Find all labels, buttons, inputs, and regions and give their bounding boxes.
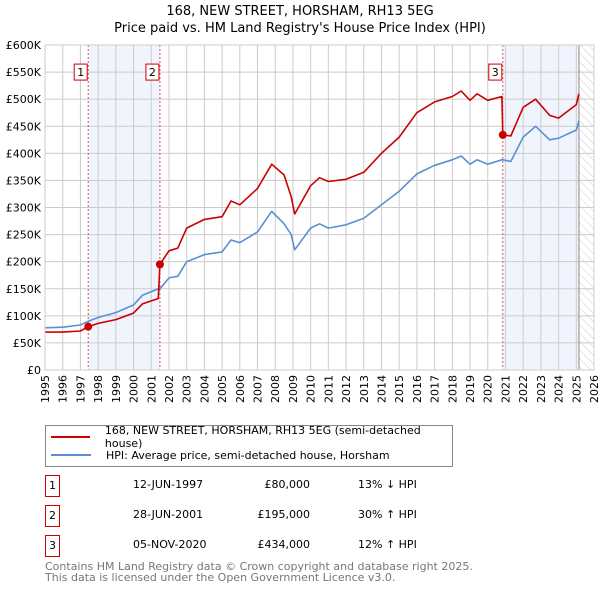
legend-item-property: 168, NEW STREET, HORSHAM, RH13 5EG (semi…: [46, 424, 452, 450]
sale-point: [498, 130, 507, 139]
legend: 168, NEW STREET, HORSHAM, RH13 5EG (semi…: [45, 424, 453, 467]
sale-point: [155, 260, 164, 269]
y-tick-label: £100K: [6, 310, 42, 323]
sale-label-box: [73, 63, 88, 81]
x-tick-label: 2007: [252, 375, 265, 403]
x-tick-label: 2006: [234, 375, 247, 403]
x-tick-label: 2012: [340, 375, 353, 403]
legend-label: 168, NEW STREET, HORSHAM, RH13 5EG (semi…: [104, 424, 421, 450]
x-tick-label: 2020: [482, 375, 495, 403]
transaction-date: 12-JUN-1997: [133, 478, 204, 491]
transaction-price: £434,000: [257, 538, 311, 551]
x-tick-label: 2017: [429, 375, 442, 403]
x-tick-label: 2008: [269, 375, 282, 403]
x-tick-label: 2016: [411, 375, 424, 403]
x-tick-label: 2015: [393, 375, 406, 403]
sale-label: 2: [149, 66, 156, 79]
x-tick-label: 2021: [499, 375, 512, 403]
x-tick-label: 2024: [553, 375, 566, 403]
transaction-date: 05-NOV-2020: [133, 538, 207, 551]
sale-label-box: [488, 63, 503, 81]
y-tick-label: £450K: [6, 120, 42, 133]
price-paid-line: [45, 90, 580, 333]
x-tick-label: 1999: [110, 375, 123, 403]
transaction-number: 3: [45, 535, 60, 557]
y-tick-label: £0: [27, 364, 41, 377]
hpi-line: [44, 120, 580, 329]
footer: Contains HM Land Registry data © Crown c…: [45, 561, 473, 583]
transaction-number: 2: [45, 505, 60, 527]
y-tick-label: £350K: [6, 174, 42, 187]
legend-red-line: [51, 436, 90, 438]
y-tick-label: £600K: [6, 39, 42, 52]
legend-label: HPI: Average price, semi-detached house,…: [106, 448, 390, 462]
transaction-number: 1: [45, 475, 60, 497]
chart-title: 168, NEW STREET, HORSHAM, RH13 5EG: [166, 4, 434, 19]
transaction-hpi: 13% ↓ HPI: [358, 478, 417, 491]
transaction-row: 3 05-NOV-2020 £434,000 12% ↑ HPI: [45, 535, 545, 557]
transaction-hpi: 30% ↑ HPI: [358, 508, 417, 521]
x-tick-label: 2003: [181, 375, 194, 403]
chart-subtitle: Price paid vs. HM Land Registry's House …: [114, 21, 486, 36]
y-tick-label: £50K: [13, 337, 42, 350]
y-tick-label: £400K: [6, 147, 42, 160]
x-tick-label: 2001: [145, 375, 158, 403]
transaction-hpi: 12% ↑ HPI: [358, 538, 417, 551]
transaction-date: 28-JUN-2001: [133, 508, 204, 521]
legend-blue-line: [51, 454, 91, 456]
x-tick-label: 2025: [570, 375, 583, 403]
sale-point: [84, 322, 93, 331]
transaction-row: 2 28-JUN-2001 £195,000 30% ↑ HPI: [45, 505, 545, 527]
x-tick-label: 2014: [375, 375, 388, 403]
x-tick-label: 2023: [535, 375, 548, 403]
x-tick-label: 2013: [358, 375, 371, 403]
x-tick-label: 1997: [74, 375, 87, 403]
y-tick-label: £150K: [6, 283, 42, 296]
x-tick-label: 2018: [446, 375, 459, 403]
y-tick-label: £550K: [6, 66, 42, 79]
footer-licence: This data is licensed under the Open Gov…: [45, 571, 396, 584]
x-tick-label: 2026: [588, 375, 600, 403]
transaction-price: £195,000: [257, 508, 311, 521]
x-tick-label: 2019: [464, 375, 477, 403]
x-tick-label: 2010: [305, 375, 318, 403]
x-tick-label: 2005: [216, 375, 229, 403]
x-tick-label: 2011: [322, 375, 335, 403]
x-tick-label: 1998: [92, 375, 105, 403]
x-tick-label: 2002: [163, 375, 176, 403]
price-chart: 1 2 3 1995 1996 1997 1998 1999 2000 2001 2002 2003 2…: [6, 39, 600, 403]
transaction-price: £80,000: [264, 478, 311, 491]
y-tick-label: £250K: [6, 229, 42, 242]
footer-copyright: Contains HM Land Registry data © Crown c…: [45, 560, 473, 573]
transaction-row: 1 12-JUN-1997 £80,000 13% ↓ HPI: [45, 475, 545, 497]
sale-label-box: [145, 63, 160, 81]
plot-border: [44, 44, 595, 371]
x-tick-label: 2000: [128, 375, 141, 403]
x-tick-label: 2022: [517, 375, 530, 403]
y-tick-label: £300K: [6, 202, 42, 215]
sale-label: 3: [492, 66, 499, 79]
y-tick-label: £500K: [6, 93, 42, 106]
x-tick-label: 2009: [287, 375, 300, 403]
x-tick-label: 1996: [57, 375, 70, 403]
x-tick-label: 2004: [198, 375, 211, 403]
y-tick-label: £200K: [6, 256, 42, 269]
legend-item-hpi: HPI: Average price, semi-detached house,…: [46, 446, 390, 464]
sale-label: 1: [77, 66, 84, 79]
x-tick-label: 1995: [39, 375, 52, 403]
